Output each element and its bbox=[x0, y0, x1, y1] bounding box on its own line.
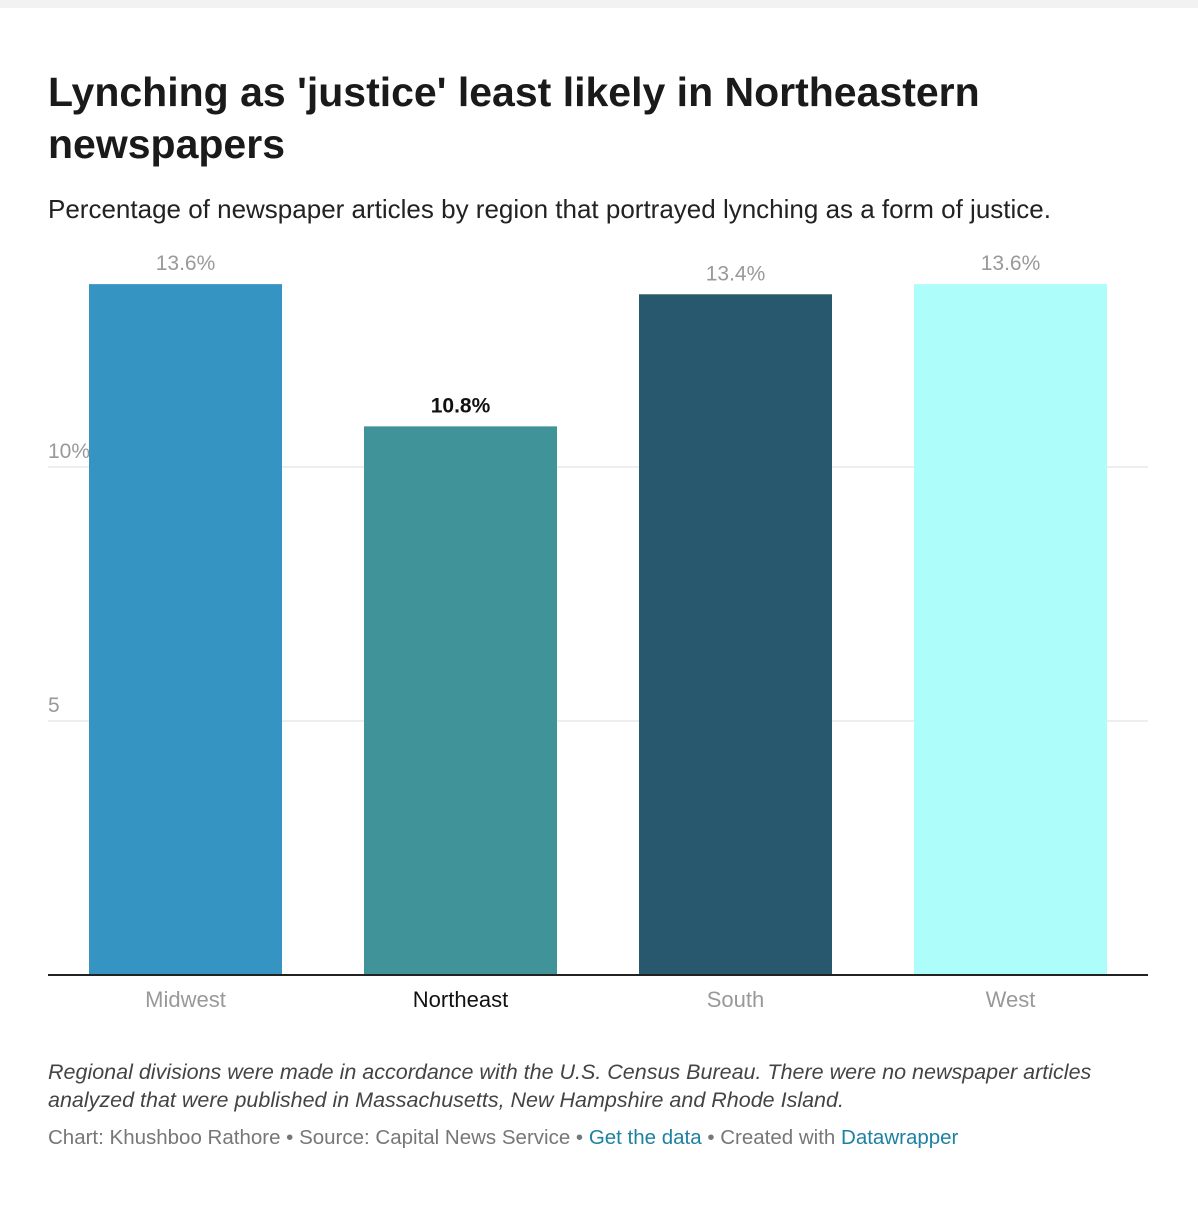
chart-credit: Chart: Khushboo Rathore bbox=[48, 1126, 281, 1149]
created-with: Created with bbox=[720, 1126, 842, 1149]
bar-chart: 5 10% 13.6% 10.8% 13.4% 13.6% Midwest Northea… bbox=[48, 252, 1148, 1012]
value-labels: 13.6% 10.8% 13.4% 13.6% bbox=[156, 252, 1041, 417]
separator: • bbox=[280, 1126, 300, 1149]
bar-west bbox=[914, 284, 1107, 975]
chart-subtitle: Percentage of newspaper articles by regi… bbox=[48, 194, 1051, 224]
y-tick-label: 10% bbox=[48, 440, 90, 463]
y-tick-label: 5 bbox=[48, 694, 60, 717]
separator: • bbox=[570, 1126, 589, 1149]
value-label: 13.6% bbox=[156, 252, 216, 275]
chart-byline: Chart: Khushboo Rathore • Source: Capita… bbox=[48, 1124, 1168, 1152]
bar-northeast bbox=[364, 426, 557, 975]
datawrapper-link[interactable]: Datawrapper bbox=[841, 1126, 959, 1149]
get-data-link[interactable]: Get the data bbox=[588, 1126, 702, 1149]
value-label: 13.6% bbox=[981, 252, 1041, 275]
value-label: 13.4% bbox=[706, 262, 766, 285]
bars bbox=[89, 284, 1107, 975]
x-tick-label: Midwest bbox=[145, 987, 226, 1012]
bar-south bbox=[639, 294, 832, 975]
x-axis: Midwest Northeast South West bbox=[48, 974, 1148, 1012]
value-label: 10.8% bbox=[431, 394, 491, 417]
x-tick-label: West bbox=[986, 987, 1036, 1012]
chart-title: Lynching as 'justice' least likely in No… bbox=[48, 69, 980, 167]
chart-notes: Regional divisions were made in accordan… bbox=[48, 1060, 1092, 1112]
separator: • bbox=[701, 1126, 721, 1149]
source-credit: Source: Capital News Service bbox=[299, 1126, 571, 1149]
x-tick-label: South bbox=[707, 987, 765, 1012]
x-tick-label: Northeast bbox=[413, 987, 508, 1012]
top-strip bbox=[0, 0, 1198, 8]
bar-midwest bbox=[89, 284, 282, 975]
